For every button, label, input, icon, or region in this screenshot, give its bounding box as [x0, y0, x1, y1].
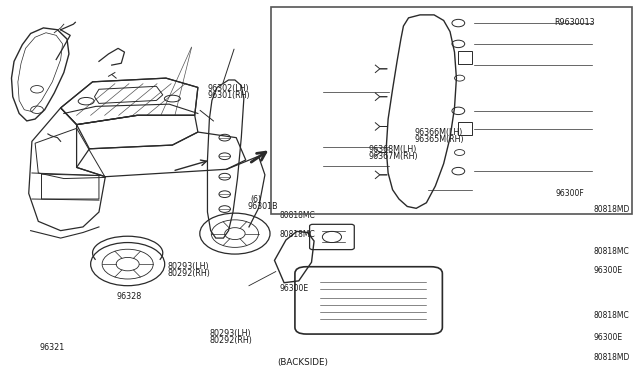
- Text: 80293(LH): 80293(LH): [209, 329, 251, 338]
- Text: 80292(RH): 80292(RH): [209, 336, 252, 344]
- Text: 96300E: 96300E: [280, 284, 308, 293]
- Text: 96365M(RH): 96365M(RH): [415, 135, 465, 144]
- Text: 96301B: 96301B: [248, 202, 278, 211]
- Text: 96368M(LH): 96368M(LH): [369, 145, 417, 154]
- Text: 80818MD: 80818MD: [594, 353, 630, 362]
- Text: 96300F: 96300F: [556, 189, 584, 198]
- Text: 80292(RH): 80292(RH): [167, 269, 210, 278]
- Text: 80293(LH): 80293(LH): [167, 262, 209, 270]
- Text: 80818MC: 80818MC: [280, 230, 316, 238]
- Text: 96321: 96321: [40, 343, 65, 352]
- Text: 80818MC: 80818MC: [594, 247, 629, 256]
- Text: 96300E: 96300E: [594, 333, 623, 341]
- Text: 96302(LH): 96302(LH): [207, 84, 249, 93]
- Text: 80818MD: 80818MD: [594, 205, 630, 214]
- Text: R9630013: R9630013: [554, 18, 595, 27]
- Text: 80818MC: 80818MC: [594, 311, 629, 320]
- Text: 96367M(RH): 96367M(RH): [369, 152, 419, 161]
- Text: 96301(RH): 96301(RH): [207, 91, 250, 100]
- Text: (BACKSIDE): (BACKSIDE): [278, 358, 329, 367]
- Text: 96300E: 96300E: [594, 266, 623, 275]
- Text: 80818MC: 80818MC: [280, 211, 316, 220]
- Text: 96328: 96328: [116, 292, 141, 301]
- Text: (6): (6): [251, 195, 262, 204]
- Text: 96366M(LH): 96366M(LH): [415, 128, 463, 137]
